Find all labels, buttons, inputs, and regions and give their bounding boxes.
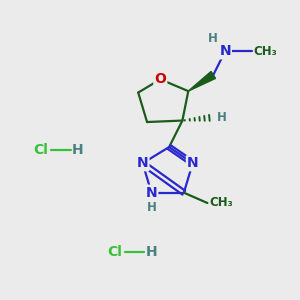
Text: N: N bbox=[219, 44, 231, 58]
Text: H: H bbox=[146, 201, 156, 214]
Text: N: N bbox=[187, 156, 199, 170]
Text: N: N bbox=[137, 156, 148, 170]
Text: CH₃: CH₃ bbox=[210, 196, 233, 209]
Text: H: H bbox=[146, 244, 157, 259]
Text: N: N bbox=[146, 186, 157, 200]
Text: Cl: Cl bbox=[34, 143, 49, 157]
Text: CH₃: CH₃ bbox=[253, 45, 277, 58]
Text: H: H bbox=[72, 143, 84, 157]
Text: Cl: Cl bbox=[107, 244, 122, 259]
Text: O: O bbox=[154, 72, 166, 86]
Text: H: H bbox=[208, 32, 218, 45]
Polygon shape bbox=[188, 71, 215, 91]
Text: H: H bbox=[217, 111, 227, 124]
